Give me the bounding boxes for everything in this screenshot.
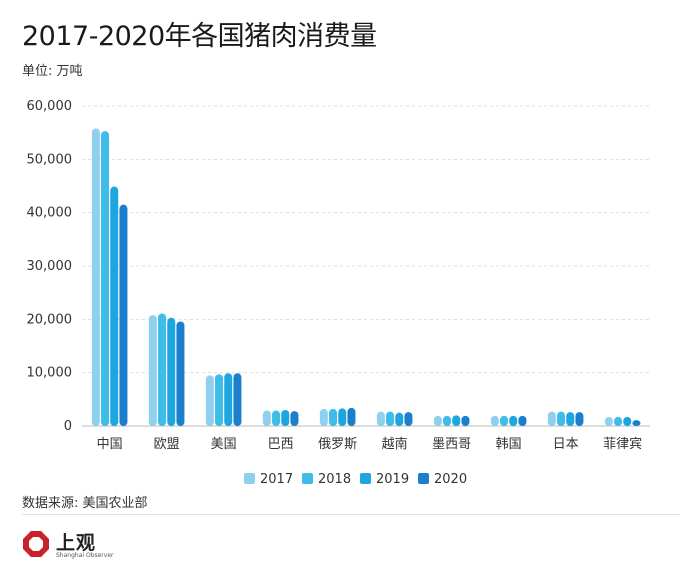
bar-巴西-2020 — [290, 411, 299, 426]
y-tick-label: 40,000 — [27, 206, 73, 221]
bar-越南-2019 — [395, 412, 404, 426]
bar-俄罗斯-2019 — [338, 408, 347, 426]
x-tick-label: 日本 — [553, 437, 579, 452]
bar-菲律宾-2018 — [614, 416, 623, 426]
bar-中国-2018 — [101, 131, 110, 427]
x-tick-label: 韩国 — [496, 437, 522, 452]
bar-日本-2018 — [557, 411, 566, 426]
bar-巴西-2017 — [262, 410, 271, 426]
x-tick-label: 巴西 — [268, 437, 294, 452]
bar-chart: 0 10,000 20,000 30,000 40,000 50,000 60,000 中国… — [27, 99, 650, 487]
legend-item-2017[interactable]: 2017 — [244, 472, 293, 487]
bar-巴西-2018 — [272, 410, 281, 426]
x-tick-label: 欧盟 — [154, 437, 180, 452]
legend-label: 2019 — [376, 472, 409, 487]
bar-越南-2020 — [404, 412, 413, 426]
unit-label: 单位: 万吨 — [22, 64, 83, 79]
bar-韩国-2017 — [490, 415, 499, 426]
bar-越南-2018 — [386, 411, 395, 426]
logo: 上观 Shanghai Observer — [22, 528, 142, 564]
legend-label: 2018 — [318, 472, 351, 487]
bar-菲律宾-2020 — [632, 420, 641, 426]
bar-美国-2019 — [224, 373, 233, 426]
y-tick-label: 60,000 — [27, 99, 73, 114]
logo-text: 上观 — [56, 532, 97, 554]
logo-subtext: Shanghai Observer — [56, 552, 114, 559]
logo-icon — [23, 531, 49, 557]
bar-俄罗斯-2020 — [347, 407, 356, 426]
bar-美国-2018 — [215, 374, 224, 426]
x-tick-label: 中国 — [97, 437, 123, 452]
bar-美国-2017 — [205, 375, 214, 426]
legend-swatch — [302, 473, 313, 484]
legend-item-2019[interactable]: 2019 — [360, 472, 409, 487]
y-tick-label: 30,000 — [27, 259, 73, 274]
bar-日本-2017 — [547, 411, 556, 426]
bar-墨西哥-2017 — [433, 415, 442, 426]
legend-item-2018[interactable]: 2018 — [302, 472, 351, 487]
y-tick-label: 20,000 — [27, 312, 73, 327]
legend-item-2020[interactable]: 2020 — [418, 472, 467, 487]
bar-中国-2020 — [119, 204, 128, 426]
y-tick-label: 10,000 — [27, 366, 73, 381]
bar-中国-2017 — [91, 128, 100, 426]
y-tick-label: 50,000 — [27, 152, 73, 167]
bar-俄罗斯-2018 — [329, 408, 338, 426]
gridlines — [82, 105, 650, 427]
chart-title: 2017-2020年各国猪肉消费量 — [22, 21, 377, 52]
bars — [91, 128, 641, 427]
legend[interactable]: 2017 2018 2019 2020 — [244, 472, 467, 487]
x-tick-label: 俄罗斯 — [318, 437, 357, 452]
bar-欧盟-2018 — [158, 313, 167, 426]
bar-中国-2019 — [110, 186, 119, 426]
legend-swatch — [244, 473, 255, 484]
divider — [22, 514, 680, 515]
bar-俄罗斯-2017 — [319, 408, 328, 426]
bar-墨西哥-2020 — [461, 415, 470, 426]
bar-韩国-2019 — [509, 415, 518, 426]
legend-label: 2017 — [260, 472, 293, 487]
x-tick-label: 墨西哥 — [432, 437, 471, 452]
bar-欧盟-2019 — [167, 317, 176, 426]
x-tick-label: 美国 — [211, 437, 237, 452]
bar-韩国-2020 — [518, 415, 527, 426]
bar-巴西-2019 — [281, 410, 290, 426]
bar-墨西哥-2018 — [443, 415, 452, 426]
legend-swatch — [418, 473, 429, 484]
bar-墨西哥-2019 — [452, 415, 461, 426]
x-tick-label: 越南 — [382, 436, 408, 452]
bar-欧盟-2020 — [176, 321, 185, 426]
bar-菲律宾-2017 — [604, 416, 613, 426]
bar-美国-2020 — [233, 373, 242, 426]
bar-日本-2019 — [566, 412, 575, 426]
legend-swatch — [360, 473, 371, 484]
y-axis-ticks: 0 10,000 20,000 30,000 40,000 50,000 60,000 — [27, 99, 73, 434]
bar-越南-2017 — [376, 411, 385, 426]
legend-label: 2020 — [434, 472, 467, 487]
x-axis-ticks: 中国 欧盟 美国 巴西 俄罗斯 越南 墨西哥 韩国 日本 菲律宾 — [97, 436, 643, 452]
data-source: 数据来源: 美国农业部 — [22, 496, 148, 511]
bar-韩国-2018 — [500, 415, 509, 426]
bar-欧盟-2017 — [148, 315, 157, 426]
y-tick-label: 0 — [64, 419, 72, 434]
bar-菲律宾-2019 — [623, 416, 632, 426]
bar-日本-2020 — [575, 412, 584, 426]
x-tick-label: 菲律宾 — [603, 436, 642, 452]
